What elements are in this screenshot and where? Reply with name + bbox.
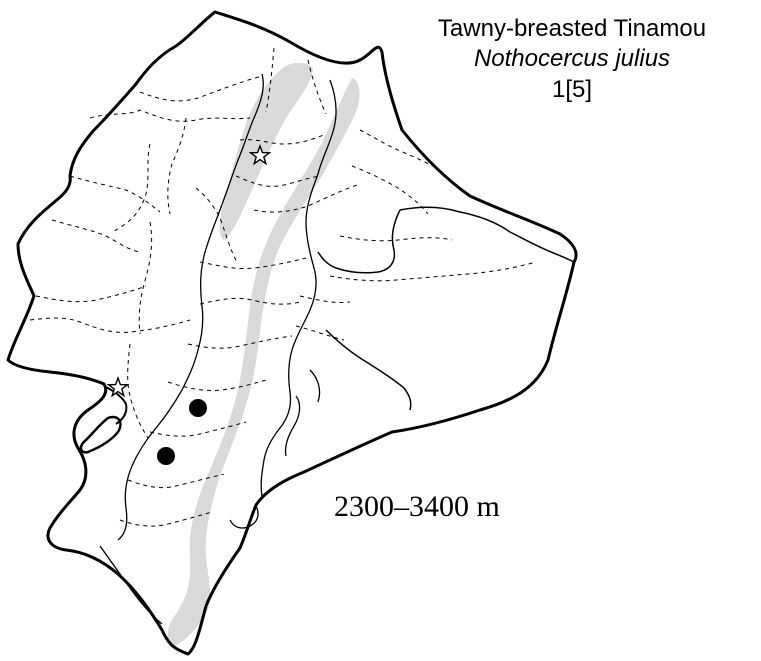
elevation-contours — [99, 73, 337, 625]
historical-record-star — [248, 143, 272, 166]
coastal-inlet — [103, 385, 128, 425]
country-outline — [6, 10, 578, 656]
elevation-range-band — [167, 62, 360, 648]
record-marker — [157, 447, 175, 465]
species-common-name: Tawny-breasted Tinamou — [437, 15, 707, 42]
species-scientific-name: Nothocercus julius — [473, 45, 671, 72]
species-title-block: Tawny-breasted Tinamou Nothocercus juliu… — [392, 14, 752, 106]
record-count: 1[5] — [551, 76, 593, 103]
estuary-island — [79, 415, 122, 454]
historical-record-star — [106, 375, 130, 398]
lowland-boundaries — [317, 206, 575, 411]
record-marker — [189, 399, 207, 417]
elevation-range-label: 2300–3400 m — [334, 490, 500, 523]
